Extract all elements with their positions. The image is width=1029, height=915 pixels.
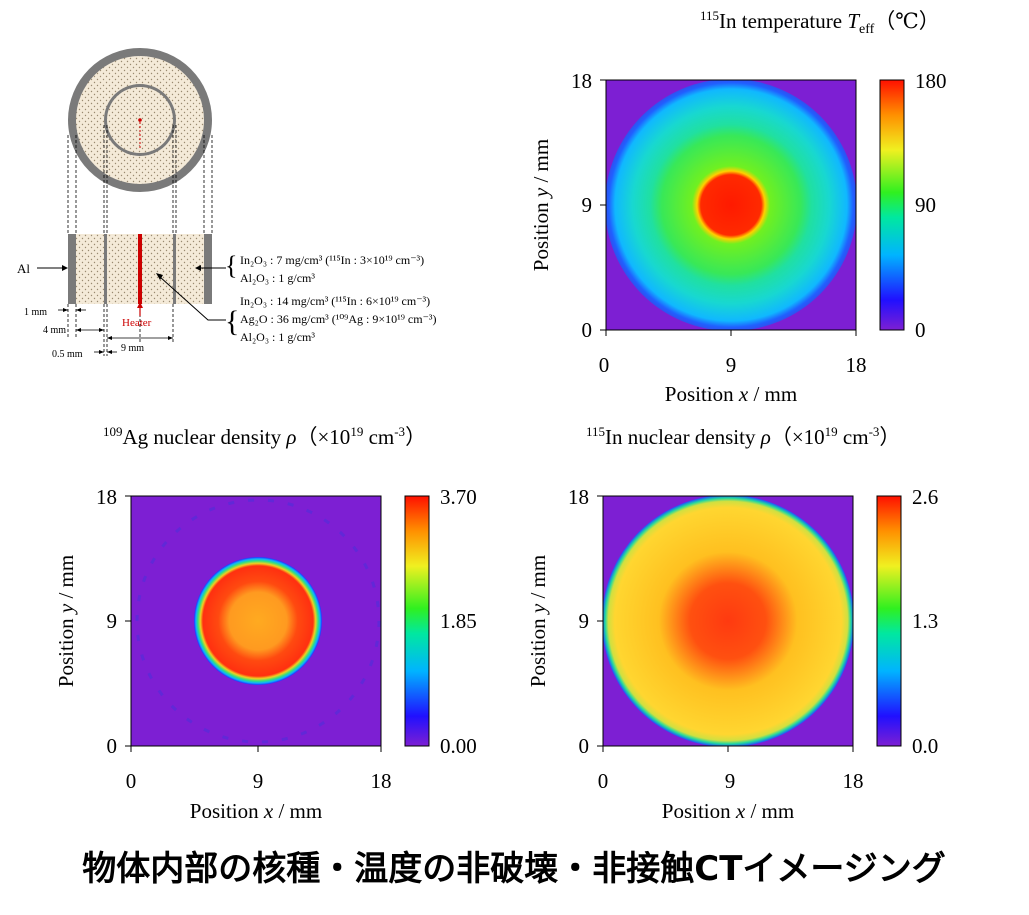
dim-9mm-label: 9 mm [121, 343, 144, 354]
in-ytick: 18 [568, 485, 589, 509]
outer-layer-arrow-icon [195, 265, 201, 271]
heater-arrow-icon [137, 302, 143, 308]
inner-layer-line2: Ag₂O : 36 mg/cm³ (¹⁰⁹Ag : 9×10¹⁹ cm⁻³) [240, 312, 437, 326]
temperature-xtick: 9 [726, 353, 737, 377]
in-xlabel: Position x / mm [662, 799, 794, 823]
side-al-right [204, 234, 212, 304]
in-ytick: 0 [579, 734, 590, 758]
ag-density-chart-title: 109Ag nuclear density ρ（×1019 cm-3） [103, 424, 426, 449]
temperature-ylabel: Position y / mm [529, 139, 553, 271]
temperature-xtick: 0 [599, 353, 610, 377]
side-heater [138, 234, 142, 304]
temperature-colorbar [879, 79, 905, 331]
inner-layer-line1: In₂O₃ : 14 mg/cm³ (¹¹⁵In : 6×10¹⁹ cm⁻³) [240, 294, 430, 308]
dimension-arrows [58, 309, 173, 353]
ag-colorbar [404, 495, 430, 747]
temperature-ytick: 18 [571, 69, 592, 93]
in-xtick: 18 [843, 769, 864, 793]
in-cbar-tick: 1.3 [912, 609, 938, 633]
ag-xtick: 18 [371, 769, 392, 793]
ag-xlabel: Position x / mm [190, 799, 322, 823]
ag-ytick: 18 [96, 485, 117, 509]
projection-lines [67, 125, 213, 234]
outer-layer-line2: Al₂O₃ : 1 g/cm³ [240, 271, 315, 285]
temperature-cbar-tick: 90 [915, 193, 936, 217]
ag-xtick: 0 [126, 769, 137, 793]
temperature-heatmap [606, 80, 856, 330]
ag-cbar-tick: 1.85 [440, 609, 477, 633]
temperature-ytick: 9 [582, 193, 593, 217]
ag-xtick: 9 [253, 769, 264, 793]
in-xtick: 0 [598, 769, 609, 793]
footer-title: 物体内部の核種・温度の非破壊・非接触CTイメージング [82, 849, 945, 889]
dim-05mm-label: 0.5 mm [52, 349, 83, 360]
ag-density-heatmap [131, 496, 381, 746]
temperature-chart-title: 115In temperature Teff（℃） [700, 8, 940, 37]
in-cbar-tick: 0.0 [912, 734, 938, 758]
temperature-xtick: 18 [846, 353, 867, 377]
inner-layer-arrow-icon [156, 273, 163, 280]
heater-label: Heater [122, 317, 152, 329]
in-density-chart-title: 115In nuclear density ρ（×1019 cm-3） [586, 424, 900, 449]
side-inner-right [173, 234, 176, 304]
heater-dot [138, 118, 142, 122]
in-density-heatmap [603, 496, 853, 746]
in-xtick: 9 [725, 769, 736, 793]
al-label: Al [17, 261, 30, 276]
in-ylabel: Position y / mm [526, 555, 550, 687]
temperature-ytick: 0 [582, 318, 593, 342]
in-colorbar [876, 495, 902, 747]
temperature-cbar-tick: 0 [915, 318, 926, 342]
ag-ytick: 9 [107, 609, 118, 633]
inner-layer-line3: Al₂O₃ : 1 g/cm³ [240, 330, 315, 344]
ag-density-chart: 109Ag nuclear density ρ（×1019 cm-3） 0 9 … [54, 424, 477, 823]
dim-4mm-label: 4 mm [43, 325, 66, 336]
in-ytick: 9 [579, 609, 590, 633]
temperature-xlabel: Position x / mm [665, 382, 797, 406]
brace-inner: { [225, 305, 239, 338]
ag-ytick: 0 [107, 734, 118, 758]
side-al-left [68, 234, 76, 304]
sample-schematic: 1 mm 4 mm 0.5 mm 9 mm Heater Al { In₂O₃ … [17, 48, 437, 360]
outer-layer-line1: In₂O₃ : 7 mg/cm³ (¹¹⁵In : 3×10¹⁹ cm⁻³) [240, 253, 424, 267]
temperature-chart: 115In temperature Teff（℃） 0 9 18 0 9 18 … [529, 8, 947, 406]
dim-1mm-label: 1 mm [24, 307, 47, 318]
in-cbar-tick: 2.6 [912, 485, 938, 509]
ag-cbar-tick: 0.00 [440, 734, 477, 758]
ag-ylabel: Position y / mm [54, 555, 78, 687]
side-inner-left [104, 234, 107, 304]
al-arrow-icon [62, 265, 68, 271]
brace-outer: { [225, 251, 237, 280]
ag-cbar-tick: 3.70 [440, 485, 477, 509]
temperature-cbar-tick: 180 [915, 69, 947, 93]
in-density-chart: 115In nuclear density ρ（×1019 cm-3） 0 9 … [526, 424, 938, 823]
